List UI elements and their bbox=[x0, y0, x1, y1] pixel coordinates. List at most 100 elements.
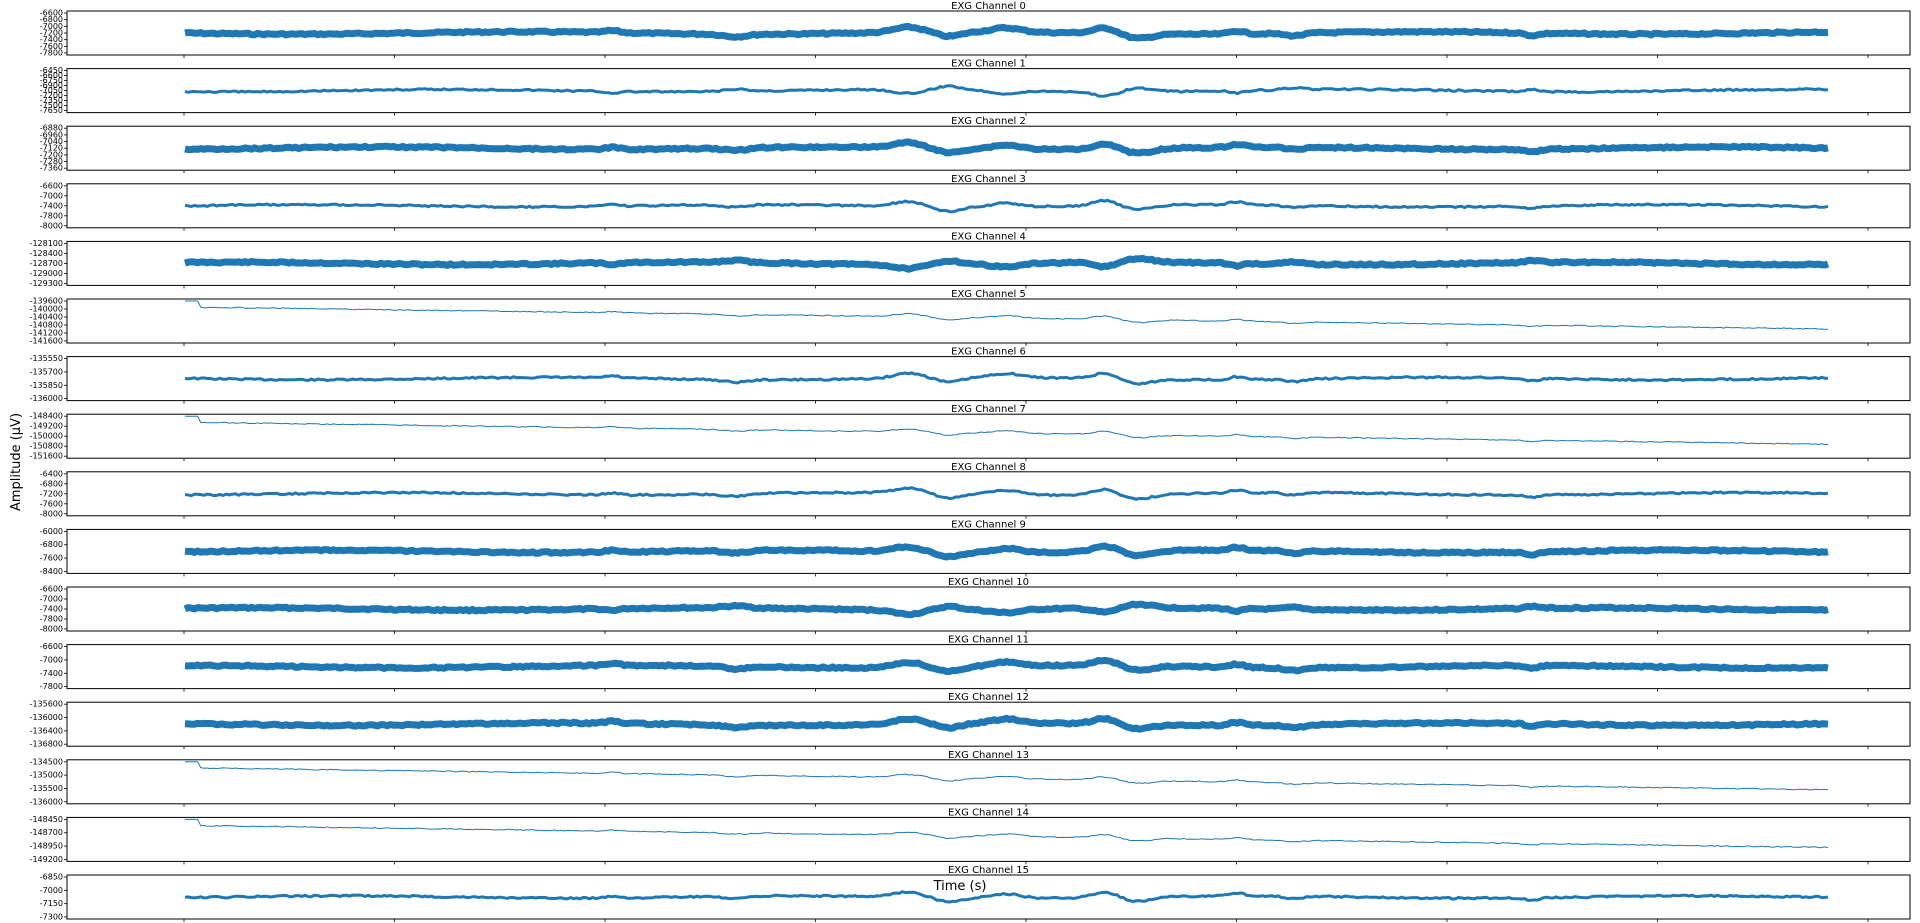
signal-trace bbox=[184, 890, 1829, 904]
channel-panel: EXG Channel 11 -6600 -7000 -7400 -7800 bbox=[40, 635, 1911, 692]
axes-frame bbox=[66, 816, 1911, 862]
panel-title: EXG Channel 10 bbox=[948, 577, 1029, 588]
y-tick-label: -6400 bbox=[40, 469, 63, 478]
x-axis-label: Time (s) bbox=[933, 879, 987, 894]
signal-trace bbox=[184, 23, 1829, 42]
y-tick-label: -8000 bbox=[40, 625, 63, 634]
y-tick-label: -140000 bbox=[30, 305, 63, 314]
channel-panel: EXG Channel 4 -128100-128400-128700-12900… bbox=[30, 231, 1911, 289]
y-tick-label: -134500 bbox=[30, 757, 63, 766]
y-tick-label: -129000 bbox=[30, 269, 63, 278]
panels-group: EXG Channel 0-6600-6800-7000-7200-7400-7… bbox=[30, 1, 1911, 922]
y-tick-label: -128700 bbox=[30, 259, 63, 268]
channel-panel: EXG Channel 13 -134500 -135000 -135500 -1360… bbox=[30, 750, 1911, 807]
y-tick-label: -7350 bbox=[40, 96, 63, 105]
channel-panel: EXG Channel 3 -6600-7000-7400-7800-8000 bbox=[40, 174, 1911, 231]
channel-panel: EXG Channel 14 -148450 -148700 -148950 -1492… bbox=[30, 807, 1911, 865]
channel-panel: EXG Channel 6 -135550 -135700 -135850 -13600… bbox=[30, 347, 1911, 404]
y-tick-label: -6600 bbox=[40, 181, 63, 190]
signal-trace bbox=[184, 542, 1829, 561]
panel-title: EXG Channel 5 bbox=[951, 289, 1026, 300]
panel-title: EXG Channel 14 bbox=[948, 807, 1029, 818]
y-tick-label: -150000 bbox=[30, 432, 63, 441]
signal-trace bbox=[184, 138, 1829, 157]
channel-panel: EXG Channel 8 -6400-6800-7200-7600-8000 bbox=[40, 462, 1911, 519]
y-tick-label: -135550 bbox=[30, 354, 63, 363]
channel-panel: EXG Channel 0-6600-6800-7000-7200-7400-7… bbox=[40, 1, 1911, 58]
y-tick-label: -149200 bbox=[30, 422, 63, 431]
y-tick-label: -128100 bbox=[30, 239, 63, 248]
y-tick-label: -136400 bbox=[30, 726, 63, 735]
y-tick-label: -141600 bbox=[30, 337, 63, 346]
signal-trace bbox=[184, 371, 1828, 386]
axes-frame bbox=[66, 356, 1911, 402]
y-axis-label: Amplitude (µV) bbox=[9, 413, 24, 511]
y-tick-label: -7400 bbox=[40, 669, 63, 678]
y-tick-label: -6900 bbox=[40, 81, 63, 90]
signal-trace bbox=[184, 84, 1829, 98]
y-tick-label: -6960 bbox=[40, 130, 63, 139]
panel-title: EXG Channel 11 bbox=[948, 635, 1029, 646]
y-tick-label: -7600 bbox=[40, 499, 63, 508]
y-tick-label: -8000 bbox=[40, 221, 63, 230]
signal-trace bbox=[183, 254, 1830, 273]
y-tick-label: -7400 bbox=[40, 605, 63, 614]
signal-trace bbox=[184, 198, 1829, 214]
y-tick-label: -139600 bbox=[30, 297, 63, 306]
y-tick-label: -6850 bbox=[40, 873, 63, 882]
y-tick-label: -6800 bbox=[40, 540, 63, 549]
y-tick-label: -140800 bbox=[30, 321, 63, 330]
y-tick-label: -6600 bbox=[40, 585, 63, 594]
y-tick-label: -7400 bbox=[40, 35, 63, 44]
panel-title: EXG Channel 6 bbox=[951, 347, 1026, 358]
y-tick-label: -7120 bbox=[40, 144, 63, 153]
y-tick-label: -150800 bbox=[30, 442, 63, 451]
y-tick-label: -7200 bbox=[40, 489, 63, 498]
y-tick-label: -7360 bbox=[40, 164, 63, 173]
signal-trace bbox=[183, 600, 1829, 619]
y-tick-label: -6000 bbox=[40, 527, 63, 536]
channel-panel: EXG Channel 10 -6600-7000-7400-7800-8000 bbox=[40, 577, 1911, 634]
y-tick-label: -7000 bbox=[40, 22, 63, 31]
channel-panel: EXG Channel 7 -148400-149200-150000-15080… bbox=[30, 404, 1911, 462]
y-tick-label: -7200 bbox=[40, 29, 63, 38]
y-tick-label: -148950 bbox=[30, 842, 63, 851]
y-tick-label: -7800 bbox=[40, 682, 63, 691]
y-tick-label: -7800 bbox=[40, 615, 63, 624]
signal-trace bbox=[185, 818, 1829, 849]
y-tick-label: -136000 bbox=[30, 713, 63, 722]
axes-frame bbox=[66, 413, 1911, 459]
axes-frame bbox=[66, 298, 1911, 344]
y-tick-label: -135500 bbox=[30, 784, 63, 793]
panel-title: EXG Channel 1 bbox=[951, 59, 1026, 70]
y-tick-label: -7200 bbox=[40, 150, 63, 159]
y-tick-label: -7000 bbox=[40, 595, 63, 604]
y-tick-label: -6800 bbox=[40, 15, 63, 24]
y-tick-label: -7800 bbox=[40, 49, 63, 58]
y-tick-label: -6800 bbox=[40, 479, 63, 488]
axes-frame bbox=[66, 759, 1911, 805]
y-tick-label: -6600 bbox=[40, 9, 63, 18]
channel-panel: EXG Channel 9 -6000 -6800 -7600 -8400 bbox=[40, 519, 1911, 577]
y-tick-label: -140400 bbox=[30, 313, 63, 322]
y-tick-label: -135600 bbox=[30, 700, 63, 709]
axes-frame bbox=[66, 528, 1911, 574]
panel-title: EXG Channel 13 bbox=[948, 750, 1029, 761]
y-tick-label: -6600 bbox=[40, 642, 63, 651]
panel-title: EXG Channel 8 bbox=[951, 462, 1026, 473]
y-tick-label: -135700 bbox=[30, 367, 63, 376]
y-tick-label: -151600 bbox=[30, 452, 63, 461]
y-tick-label: -6750 bbox=[40, 76, 63, 85]
signal-trace bbox=[185, 761, 1829, 791]
y-tick-label: -136800 bbox=[30, 740, 63, 749]
panel-title: EXG Channel 3 bbox=[951, 174, 1026, 185]
y-tick-label: -6880 bbox=[40, 124, 63, 133]
y-tick-label: -7650 bbox=[40, 106, 63, 115]
panel-title: EXG Channel 9 bbox=[951, 519, 1026, 530]
signal-trace bbox=[185, 415, 1829, 446]
panel-title: EXG Channel 4 bbox=[951, 231, 1026, 242]
y-tick-label: -135000 bbox=[30, 771, 63, 780]
y-tick-label: -128400 bbox=[30, 249, 63, 258]
axes-frame bbox=[66, 874, 1911, 920]
